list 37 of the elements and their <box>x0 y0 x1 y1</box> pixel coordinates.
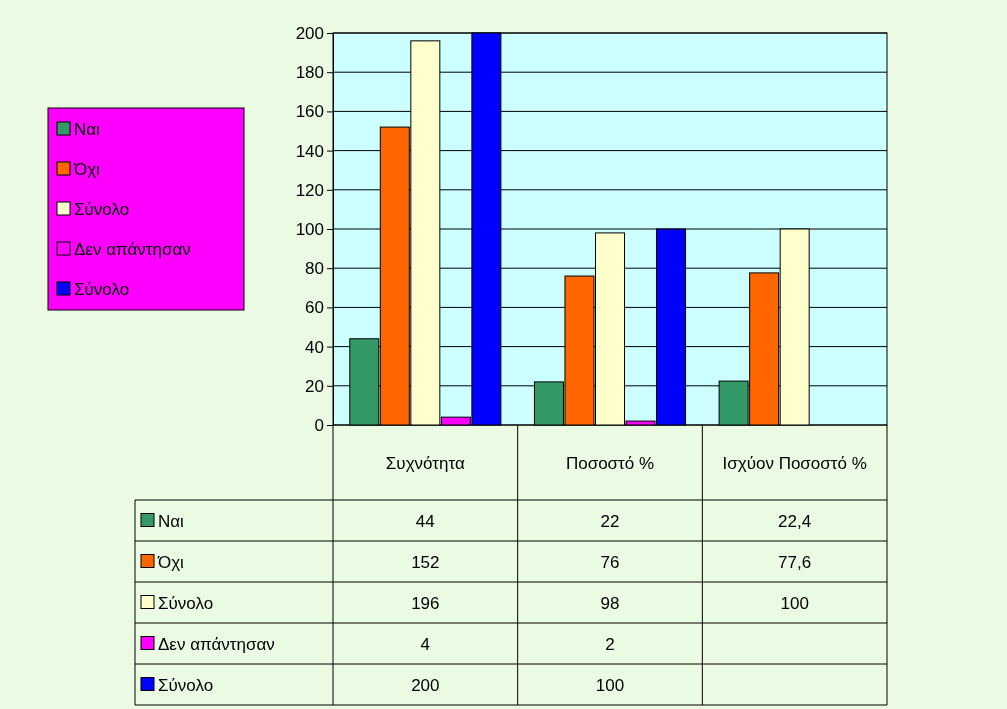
x-tick-label: Ισχύον Ποσοστό % <box>722 453 867 473</box>
y-tick-label: 60 <box>305 298 324 318</box>
data-label: 2 <box>605 634 615 654</box>
data-label: 100 <box>595 675 625 695</box>
data-label: 4 <box>420 634 431 654</box>
x-tick-label: Συχνότητα <box>385 453 465 473</box>
data-label: 196 <box>411 593 440 613</box>
data-label: 22 <box>600 511 620 531</box>
legend-label: Όχι <box>157 552 185 572</box>
text: Σύνολο <box>74 200 130 219</box>
text: Όχι <box>74 160 100 179</box>
data-label: 98 <box>600 593 620 613</box>
data-label: 200 <box>411 675 440 695</box>
text: Σύνολο <box>158 675 214 695</box>
data-label: 76 <box>600 552 620 572</box>
y-tick-label: 0 <box>314 415 324 435</box>
y-tick-label: 20 <box>305 376 324 396</box>
data-label: 77,6 <box>778 552 812 572</box>
y-tick-label: 200 <box>295 23 324 43</box>
text: Δεν απάντησαν <box>74 240 191 259</box>
legend-label: Σύνολο <box>158 593 214 613</box>
data-label: 22,4 <box>778 511 812 531</box>
y-tick-label: 120 <box>295 180 324 200</box>
legend-label: Σύνολο <box>74 280 130 299</box>
y-tick-label: 40 <box>305 337 324 357</box>
text: Ναι <box>74 120 100 139</box>
data-label: 100 <box>780 593 809 613</box>
y-tick-label: 80 <box>305 259 324 279</box>
y-tick-label: 140 <box>295 141 324 161</box>
x-tick-label: Ποσοστό % <box>565 453 655 473</box>
legend-label: Ναι <box>158 511 185 531</box>
y-tick-label: 100 <box>295 219 324 239</box>
data-label: 152 <box>411 552 440 572</box>
data-label: 44 <box>415 511 435 531</box>
y-tick-label: 180 <box>295 63 324 83</box>
y-tick-label: 160 <box>295 102 324 122</box>
legend-label: Δεν απάντησαν <box>158 634 275 654</box>
